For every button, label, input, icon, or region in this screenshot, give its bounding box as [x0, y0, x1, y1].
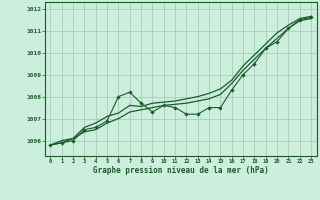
- X-axis label: Graphe pression niveau de la mer (hPa): Graphe pression niveau de la mer (hPa): [93, 166, 269, 175]
